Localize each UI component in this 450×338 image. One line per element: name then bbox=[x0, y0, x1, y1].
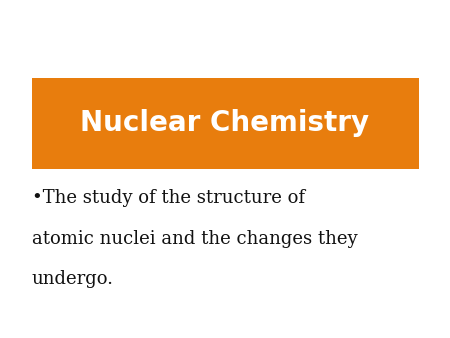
Text: Nuclear Chemistry: Nuclear Chemistry bbox=[81, 110, 369, 137]
Text: •The study of the structure of: •The study of the structure of bbox=[32, 189, 305, 207]
Text: atomic nuclei and the changes they: atomic nuclei and the changes they bbox=[32, 230, 357, 248]
FancyBboxPatch shape bbox=[32, 78, 419, 169]
Text: undergo.: undergo. bbox=[32, 270, 113, 288]
